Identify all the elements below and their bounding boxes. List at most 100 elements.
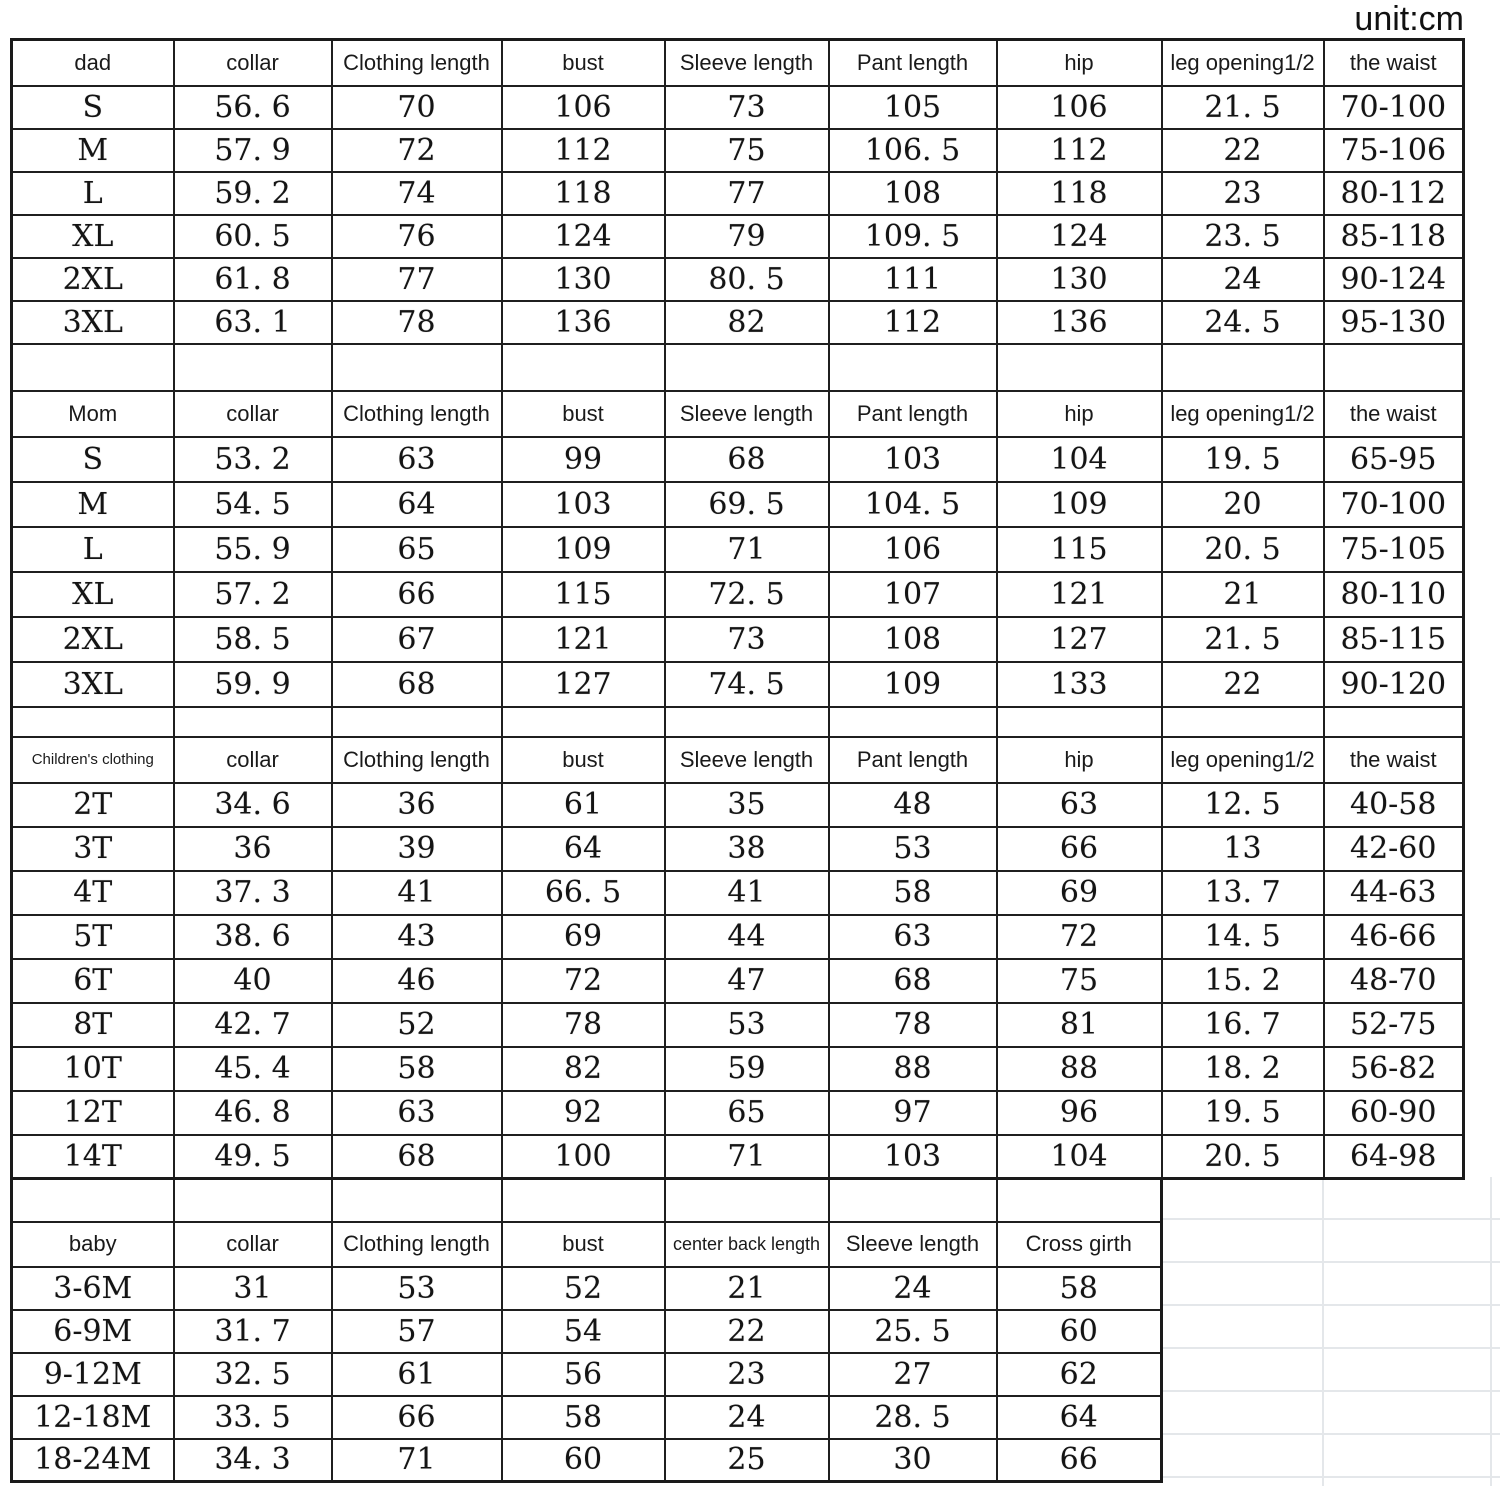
value-cell: 103 — [827, 435, 998, 483]
value-cell: 64-98 — [1322, 1133, 1465, 1180]
value-cell: 71 — [330, 1437, 503, 1483]
column-header-clothing-length: Clothing length — [330, 735, 503, 784]
value-cell: 19. 5 — [1160, 435, 1325, 483]
column-header-pant-length: Pant length — [827, 389, 998, 438]
value-cell: 23 — [663, 1351, 830, 1397]
value-cell: 79 — [663, 213, 830, 259]
column-header-leg-opening1-2: leg opening1/2 — [1160, 735, 1325, 784]
spacer-cell — [10, 342, 175, 392]
size-cell: 3-6M — [10, 1265, 175, 1311]
size-cell: XL — [10, 213, 175, 259]
value-cell: 12. 5 — [1160, 781, 1325, 828]
value-cell: 58 — [827, 869, 998, 916]
value-cell: 40-58 — [1322, 781, 1465, 828]
value-cell: 68 — [827, 957, 998, 1004]
value-cell: 21 — [1160, 570, 1325, 618]
value-cell: 75-105 — [1322, 525, 1465, 573]
value-cell: 56 — [500, 1351, 666, 1397]
value-cell: 56. 6 — [172, 84, 333, 130]
value-cell: 92 — [500, 1089, 666, 1136]
value-cell: 63 — [330, 435, 503, 483]
value-cell: 58. 5 — [172, 615, 333, 663]
value-cell: 25. 5 — [827, 1308, 998, 1354]
value-cell: 21 — [663, 1265, 830, 1311]
value-cell: 82 — [500, 1045, 666, 1092]
value-cell: 31 — [172, 1265, 333, 1311]
value-cell: 65 — [663, 1089, 830, 1136]
spacer-cell — [10, 1177, 175, 1223]
column-header-hip: hip — [995, 389, 1163, 438]
value-cell: 23. 5 — [1160, 213, 1325, 259]
value-cell: 107 — [827, 570, 998, 618]
size-cell: 5T — [10, 913, 175, 960]
column-header-pant-length: Pant length — [827, 38, 998, 87]
column-header-pant-length: Pant length — [827, 735, 998, 784]
value-cell: 76 — [330, 213, 503, 259]
size-cell: 2XL — [10, 615, 175, 663]
value-cell: 96 — [995, 1089, 1163, 1136]
column-header-collar: collar — [172, 389, 333, 438]
value-cell: 46 — [330, 957, 503, 1004]
size-cell: 4T — [10, 869, 175, 916]
size-cell: 14T — [10, 1133, 175, 1180]
value-cell: 127 — [995, 615, 1163, 663]
column-header-sleeve-length: Sleeve length — [663, 389, 830, 438]
value-cell: 37. 3 — [172, 869, 333, 916]
value-cell: 112 — [995, 127, 1163, 173]
value-cell: 69 — [995, 869, 1163, 916]
value-cell: 27 — [827, 1351, 998, 1397]
value-cell: 121 — [995, 570, 1163, 618]
value-cell: 118 — [500, 170, 666, 216]
value-cell: 70-100 — [1322, 84, 1465, 130]
value-cell: 75 — [663, 127, 830, 173]
value-cell: 106 — [827, 525, 998, 573]
value-cell: 33. 5 — [172, 1394, 333, 1440]
spacer-cell — [500, 1177, 666, 1223]
column-header-baby: baby — [10, 1220, 175, 1268]
value-cell: 115 — [500, 570, 666, 618]
grid-vline — [1490, 1177, 1492, 1486]
size-cell: 3XL — [10, 299, 175, 345]
value-cell: 60 — [995, 1308, 1163, 1354]
spacer-cell — [827, 342, 998, 392]
value-cell: 43 — [330, 913, 503, 960]
size-cell: 6-9M — [10, 1308, 175, 1354]
value-cell: 74 — [330, 170, 503, 216]
value-cell: 52-75 — [1322, 1001, 1465, 1048]
size-table-adults-children: dad collar Clothing length bust Sleeve lengt… — [10, 38, 1465, 1180]
value-cell: 88 — [995, 1045, 1163, 1092]
value-cell: 22 — [1160, 660, 1325, 708]
value-cell: 105 — [827, 84, 998, 130]
spacer-cell — [330, 705, 503, 738]
value-cell: 53 — [827, 825, 998, 872]
value-cell: 99 — [500, 435, 666, 483]
value-cell: 46-66 — [1322, 913, 1465, 960]
value-cell: 57. 2 — [172, 570, 333, 618]
column-header-bust: bust — [500, 389, 666, 438]
value-cell: 39 — [330, 825, 503, 872]
value-cell: 124 — [995, 213, 1163, 259]
value-cell: 40 — [172, 957, 333, 1004]
value-cell: 18. 2 — [1160, 1045, 1325, 1092]
value-cell: 59. 2 — [172, 170, 333, 216]
value-cell: 44 — [663, 913, 830, 960]
spacer-cell — [1322, 342, 1465, 392]
grid-vline — [1322, 1177, 1324, 1486]
value-cell: 61. 8 — [172, 256, 333, 302]
value-cell: 111 — [827, 256, 998, 302]
column-header-mom: Mom — [10, 389, 175, 438]
spacer-cell — [663, 705, 830, 738]
value-cell: 65 — [330, 525, 503, 573]
value-cell: 20 — [1160, 480, 1325, 528]
value-cell: 44-63 — [1322, 869, 1465, 916]
spacer-cell — [172, 705, 333, 738]
value-cell: 106. 5 — [827, 127, 998, 173]
value-cell: 56-82 — [1322, 1045, 1465, 1092]
unit-label: unit:cm — [1354, 0, 1464, 38]
column-header-sleeve-length: Sleeve length — [663, 735, 830, 784]
value-cell: 15. 2 — [1160, 957, 1325, 1004]
size-cell: 2T — [10, 781, 175, 828]
column-header-sleeve-length: Sleeve length — [663, 38, 830, 87]
value-cell: 130 — [995, 256, 1163, 302]
value-cell: 103 — [500, 480, 666, 528]
